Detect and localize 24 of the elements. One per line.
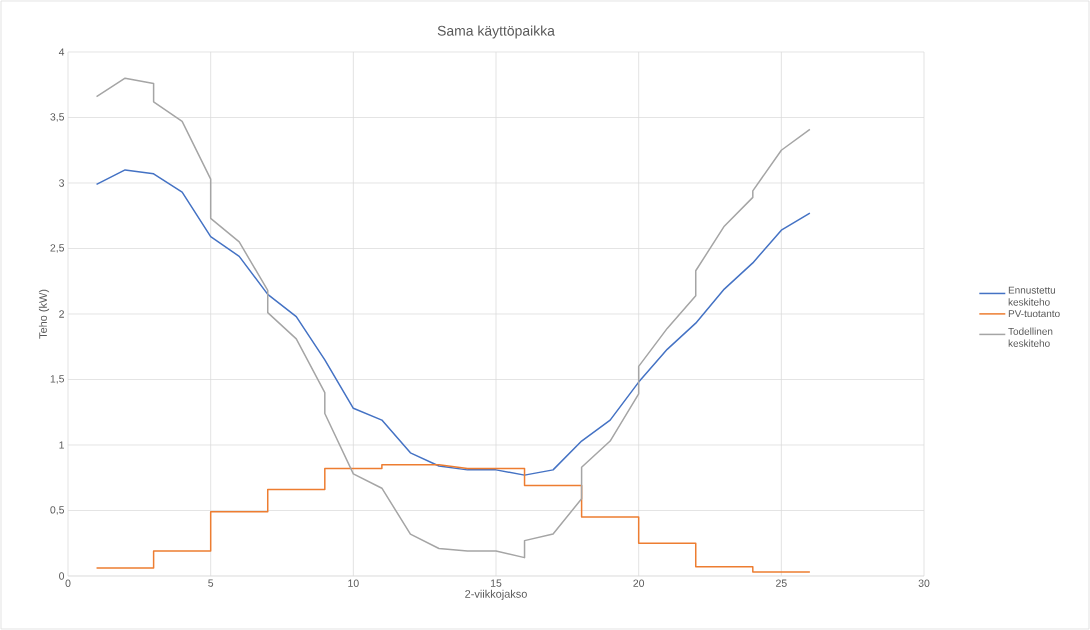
x-tick-label: 15 [490,579,502,587]
y-tick-label: 2 [59,310,64,318]
x-tick-label: 30 [918,579,930,587]
line-series [95,169,811,476]
y-tick-label: 1,5 [50,375,65,384]
y-tick-label: 1 [59,441,64,449]
x-tick-label: 20 [633,579,645,587]
x-tick-label: 10 [348,579,359,587]
legend-label: PV-tuotanto [1008,310,1060,318]
chart-title: Sama käyttöpaikka [437,25,555,39]
y-tick-label: 4 [58,48,65,56]
x-axis-title: 2-viikkojakso [465,589,527,600]
legend-label: Todellinen keskiteho [1008,327,1053,347]
y-axis-title: Teho (kW) [38,289,50,339]
y-tick-label: 3 [59,179,65,187]
y-tick-label: 0,5 [50,506,65,515]
x-tick-label: 25 [776,579,787,587]
x-tick-label: 0 [65,579,71,587]
legend-label: Ennustettu keskiteho [1008,286,1056,306]
line-series [95,77,811,559]
x-tick-label: 5 [208,579,214,587]
y-tick-label: 2,5 [50,244,65,253]
y-tick-label: 3,5 [50,113,65,122]
y-tick-label: 0 [59,572,65,580]
